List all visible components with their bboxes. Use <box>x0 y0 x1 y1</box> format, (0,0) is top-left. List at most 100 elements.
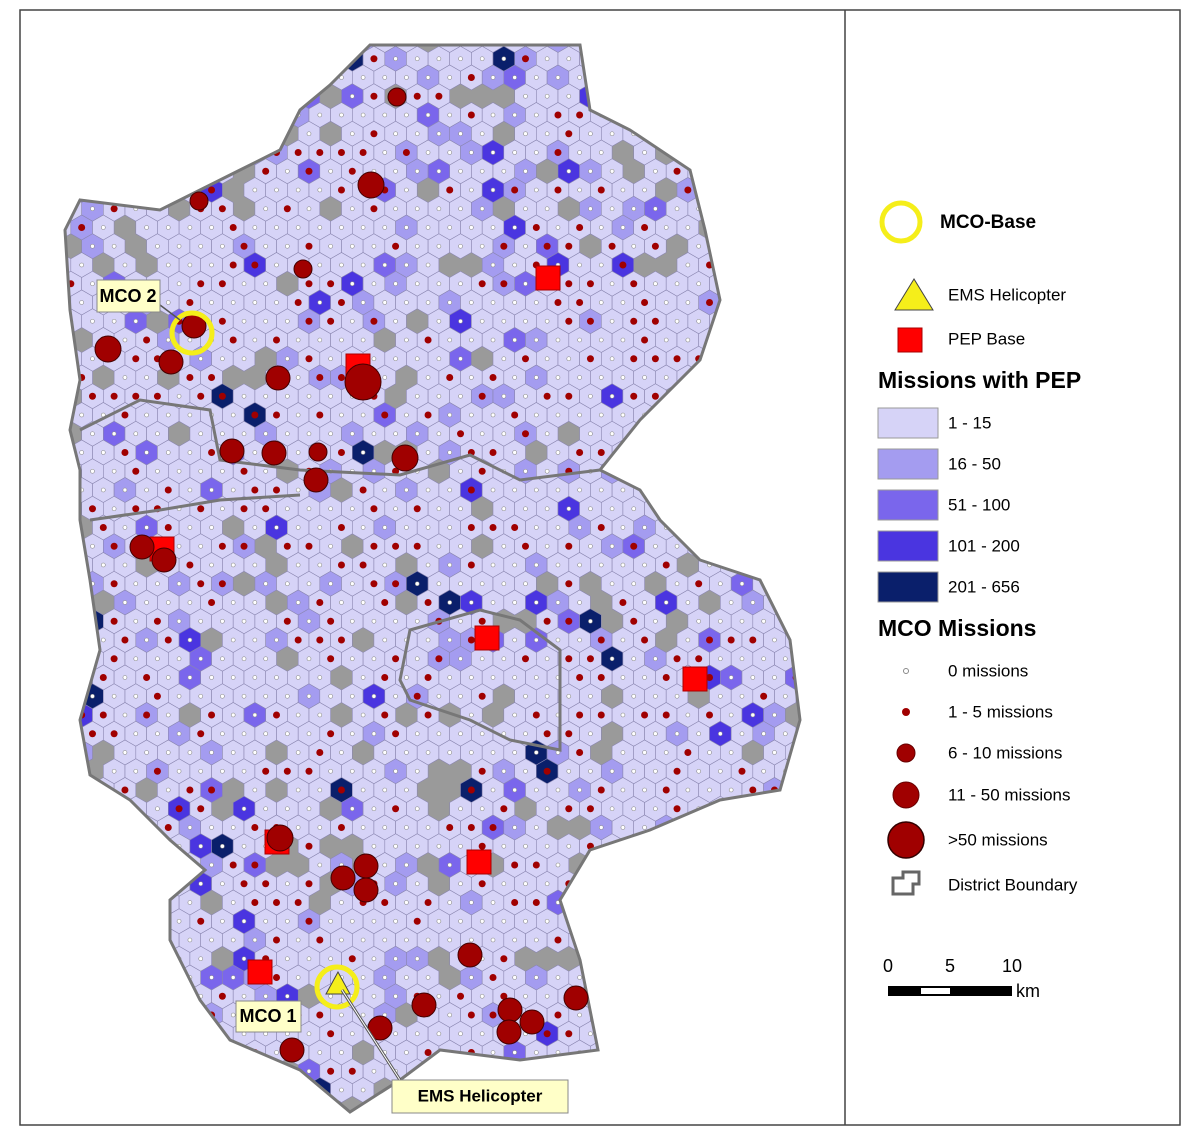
mission-dot <box>512 487 517 493</box>
mission-dot <box>523 581 528 587</box>
mission-dot <box>424 674 432 681</box>
mission-dot <box>241 843 247 849</box>
mission-dot <box>306 431 312 437</box>
mission-dot <box>577 1012 582 1018</box>
hex-cell <box>212 1134 234 1138</box>
mission-dot <box>144 600 149 605</box>
mission-dot <box>565 280 573 288</box>
mission-dot <box>90 543 95 549</box>
mission-dot <box>718 656 723 662</box>
mission-dot <box>588 768 593 774</box>
hex-cell <box>255 1134 277 1138</box>
mission-dot <box>370 580 378 588</box>
mission-dot <box>662 674 670 681</box>
mission-dot <box>425 450 431 455</box>
mission-dot <box>586 805 594 813</box>
mission-dot <box>252 750 258 755</box>
mission-dot <box>479 656 485 662</box>
mission-dot <box>382 787 388 793</box>
mission-dot <box>153 617 161 625</box>
mission-dot <box>110 617 118 625</box>
mission-dot <box>349 806 355 812</box>
mission-dot <box>263 731 268 737</box>
mission-dot <box>294 899 302 906</box>
mission-dot <box>586 280 594 288</box>
mission-dot <box>208 599 216 606</box>
mission-dot <box>274 187 279 193</box>
mission-dot <box>479 131 485 137</box>
mission-dot <box>349 618 355 624</box>
mission-dot <box>79 450 84 455</box>
mission-dot <box>165 750 171 755</box>
mission-dot <box>393 168 398 174</box>
mission-dot <box>371 431 377 437</box>
mission-dot <box>176 768 182 774</box>
mission-dot <box>316 936 324 944</box>
mission-dot <box>241 618 247 624</box>
mission-dot <box>274 225 279 230</box>
mission-dot <box>230 300 236 305</box>
mission-dot <box>521 430 529 438</box>
mission-dot <box>588 206 593 212</box>
mission-dot <box>696 243 701 249</box>
mission-dot <box>209 562 214 568</box>
mission-dot <box>598 487 604 493</box>
mission-dot <box>252 937 258 943</box>
mission-dot <box>230 900 236 905</box>
mission-dot <box>252 450 258 455</box>
mission-dot <box>544 318 550 324</box>
mission-dot <box>349 506 355 512</box>
mission-dot <box>143 336 151 344</box>
mission-dot <box>220 431 225 437</box>
mission-dot <box>296 1126 300 1130</box>
mission-dot <box>534 637 539 643</box>
mission-dot <box>663 225 669 230</box>
mission-dot <box>588 131 593 137</box>
mission-circle <box>353 877 379 903</box>
mission-dot <box>218 280 226 288</box>
mission-dot <box>534 300 539 305</box>
mission-dot <box>597 711 605 719</box>
mission-dot <box>88 730 96 738</box>
mission-dot <box>414 131 420 137</box>
mission-dot <box>479 581 485 587</box>
mission-dot <box>122 525 128 530</box>
mission-dot <box>197 730 205 738</box>
mission-dot <box>500 805 508 813</box>
mission-dot <box>490 412 496 418</box>
mission-dot <box>392 580 400 588</box>
mission-dot <box>577 75 582 80</box>
mission-dot <box>99 524 107 531</box>
mission-dot <box>651 317 659 325</box>
mission-dot <box>469 975 474 980</box>
mission-dot <box>501 393 507 399</box>
mission-dot <box>220 468 225 474</box>
mission-dot <box>501 918 507 924</box>
mission-dot <box>490 787 496 793</box>
mission-dot <box>566 168 572 174</box>
mission-dot <box>132 505 140 513</box>
mission-dot <box>144 750 149 755</box>
mission-dot <box>155 243 160 249</box>
mission-dot <box>230 825 236 830</box>
mission-dot <box>241 318 247 324</box>
mission-dot <box>490 487 496 493</box>
mission-dot <box>348 1067 356 1075</box>
mission-dot <box>750 712 756 718</box>
mission-dot <box>316 411 324 419</box>
mission-dot <box>220 243 225 249</box>
mission-dot <box>424 899 432 906</box>
mission-dot <box>241 431 247 437</box>
mission-dot <box>653 693 658 699</box>
hex-cell <box>818 1134 840 1138</box>
hex-cell <box>775 1134 797 1138</box>
mission-dot <box>467 111 475 119</box>
mission-circle <box>266 824 294 852</box>
mission-dot <box>414 206 420 212</box>
mission-dot <box>359 486 367 494</box>
mission-dot <box>512 75 517 80</box>
mission-dot <box>576 224 584 231</box>
mission-dot <box>393 918 398 924</box>
mission-dot <box>467 486 475 494</box>
